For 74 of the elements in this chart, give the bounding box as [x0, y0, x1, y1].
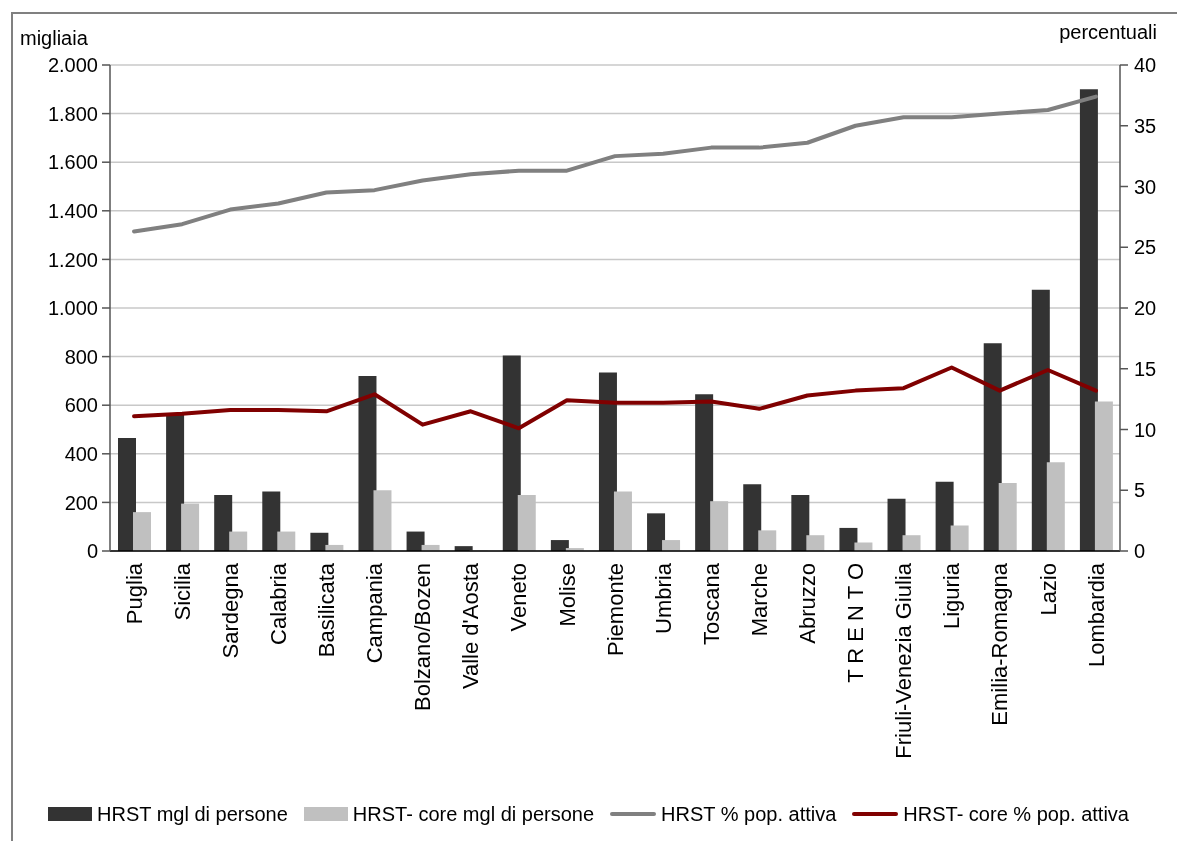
- bar: [902, 535, 921, 551]
- y-tick-label: 200: [64, 491, 98, 514]
- x-tick-label: Sardegna: [217, 562, 243, 659]
- y-tick-label: 1.400: [47, 199, 98, 222]
- bar: [647, 513, 666, 551]
- y2-tick-label: 10: [1134, 418, 1157, 441]
- x-tick-label: Marche: [746, 563, 772, 637]
- legend-label: HRST- core % pop. attiva: [903, 802, 1129, 826]
- legend-label: HRST % pop. attiva: [661, 802, 837, 826]
- x-tick-label: Bolzano/Bozen: [410, 563, 436, 711]
- x-tick-label: Puglia: [121, 562, 147, 625]
- x-tick-label: Liguria: [939, 562, 965, 630]
- x-tick-label: Sicilia: [169, 562, 195, 621]
- bar: [598, 372, 617, 551]
- bar: [502, 355, 521, 551]
- bar: [214, 495, 233, 551]
- y-tick-label: 600: [64, 394, 98, 417]
- y2-tick-label: 35: [1134, 114, 1157, 137]
- bar: [743, 484, 762, 551]
- y-tick-label: 0: [86, 540, 98, 563]
- y-tick-label: 1.200: [47, 248, 98, 271]
- y-axis-title: migliaia: [20, 27, 88, 49]
- bar: [935, 481, 954, 551]
- x-tick-label: Veneto: [506, 563, 532, 632]
- y2-tick-label: 5: [1134, 479, 1146, 502]
- x-tick-label: Lombardia: [1083, 562, 1109, 667]
- bar: [118, 438, 136, 551]
- y2-tick-label: 15: [1134, 357, 1157, 380]
- x-tick-label: T R E N T O: [843, 563, 869, 683]
- y2-tick-label: 0: [1134, 540, 1146, 563]
- bar: [229, 531, 248, 551]
- bar: [806, 535, 825, 551]
- bar: [854, 542, 873, 551]
- bar: [166, 413, 185, 551]
- x-tick-label: Friuli-Venezia Giulia: [891, 562, 917, 759]
- x-tick-label: Abruzzo: [795, 563, 821, 644]
- legend-label: HRST- core mgl di persone: [352, 802, 595, 826]
- y2-tick-label: 30: [1134, 175, 1157, 198]
- y-tick-label: 1.600: [47, 151, 98, 174]
- y2-tick-label: 20: [1134, 297, 1157, 320]
- x-tick-label: Calabria: [266, 562, 292, 645]
- bar: [358, 376, 377, 551]
- x-tick-label: Molise: [554, 563, 580, 627]
- x-tick-label: Campania: [362, 562, 388, 664]
- y2-tick-label: 40: [1134, 54, 1157, 77]
- bar: [887, 498, 906, 551]
- y-tick-label: 400: [64, 442, 98, 465]
- x-tick-label: Emilia-Romagna: [987, 562, 1013, 726]
- bar: [662, 540, 681, 551]
- bar: [791, 495, 810, 551]
- bar: [950, 525, 969, 551]
- bar: [262, 491, 281, 551]
- legend-label: HRST mgl di persone: [97, 802, 288, 826]
- bar: [133, 512, 151, 551]
- y2-tick-label: 25: [1134, 236, 1157, 259]
- y-tick-label: 800: [64, 345, 98, 368]
- bar: [1079, 89, 1098, 551]
- bar: [758, 530, 777, 551]
- x-tick-label: Valle d'Aosta: [458, 562, 484, 690]
- y-tick-label: 2.000: [47, 54, 98, 77]
- bar: [277, 531, 296, 551]
- line-series: [132, 94, 1098, 234]
- bar: [983, 343, 1002, 551]
- bar: [1031, 289, 1050, 551]
- y-tick-label: 1.800: [47, 102, 98, 125]
- x-tick-label: Toscana: [698, 562, 724, 645]
- x-tick-label: Piemonte: [602, 563, 628, 656]
- y-tick-label: 1.000: [47, 297, 98, 320]
- x-tick-label: Lazio: [1035, 563, 1061, 616]
- line-series: [132, 365, 1098, 431]
- x-tick-label: Umbria: [650, 562, 676, 634]
- bar: [695, 394, 714, 551]
- x-tick-label: Basilicata: [314, 562, 340, 658]
- y2-axis-title: percentuali: [1059, 21, 1157, 43]
